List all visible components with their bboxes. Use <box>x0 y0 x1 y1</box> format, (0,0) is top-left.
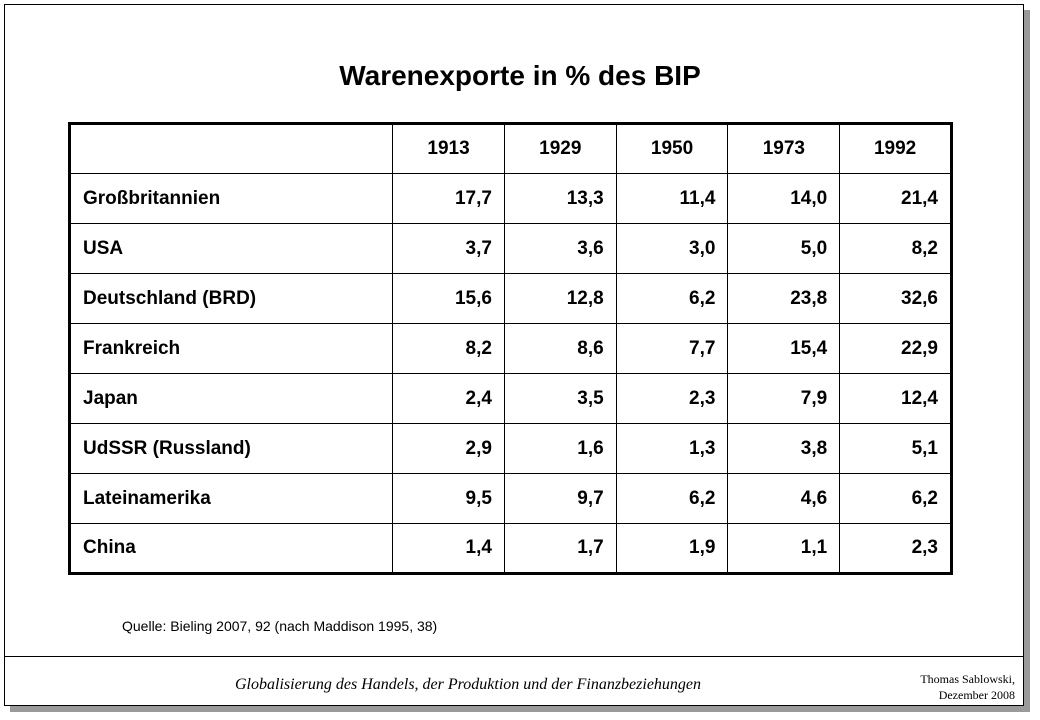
value-cell: 2,3 <box>615 373 729 424</box>
value-cell: 6,2 <box>615 273 729 324</box>
value-cell: 14,0 <box>727 173 841 224</box>
value-cell: 5,1 <box>839 423 952 474</box>
value-cell: 5,0 <box>727 223 841 274</box>
country-cell: Lateinamerika <box>68 473 394 524</box>
value-cell: 1,3 <box>615 423 729 474</box>
value-cell: 12,8 <box>503 273 617 324</box>
footer-date: Dezember 2008 <box>938 688 1015 702</box>
country-cell: UdSSR (Russland) <box>68 423 394 474</box>
value-cell: 3,8 <box>727 423 841 474</box>
value-cell: 1,7 <box>503 523 617 574</box>
year-header: 1913 <box>392 123 505 174</box>
year-header: 1992 <box>839 123 952 174</box>
value-cell: 23,8 <box>727 273 841 324</box>
value-cell: 15,4 <box>727 323 841 374</box>
footer-divider <box>5 656 1023 657</box>
value-cell: 21,4 <box>839 173 952 224</box>
value-cell: 1,4 <box>392 523 505 574</box>
value-cell: 13,3 <box>503 173 617 224</box>
value-cell: 6,2 <box>615 473 729 524</box>
year-header: 1973 <box>727 123 841 174</box>
exports-table: 1913 1929 1950 1973 1992 Großbritannien 1… <box>68 122 953 575</box>
country-cell: China <box>68 523 394 574</box>
country-cell: USA <box>68 223 394 274</box>
value-cell: 4,6 <box>727 473 841 524</box>
country-cell: Frankreich <box>68 323 394 374</box>
slide-title: Warenexporte in % des BIP <box>339 60 701 91</box>
value-cell: 8,2 <box>392 323 505 374</box>
value-cell: 8,6 <box>503 323 617 374</box>
value-cell: 12,4 <box>839 373 952 424</box>
footer-author: Thomas Sablowski, <box>920 672 1015 686</box>
value-cell: 3,7 <box>392 223 505 274</box>
table-row: Deutschland (BRD) 15,6 12,8 6,2 23,8 32,6 <box>68 273 952 324</box>
footer-author-block: Thomas Sablowski, Dezember 2008 <box>920 671 1015 703</box>
value-cell: 15,6 <box>392 273 505 324</box>
country-cell: Deutschland (BRD) <box>68 273 394 324</box>
year-header: 1929 <box>503 123 617 174</box>
table-row: USA 3,7 3,6 3,0 5,0 8,2 <box>68 223 952 274</box>
value-cell: 8,2 <box>839 223 952 274</box>
value-cell: 3,0 <box>615 223 729 274</box>
value-cell: 1,9 <box>615 523 729 574</box>
country-cell: Japan <box>68 373 394 424</box>
source-note: Quelle: Bieling 2007, 92 (nach Maddison … <box>122 618 438 634</box>
value-cell: 3,6 <box>503 223 617 274</box>
value-cell: 1,6 <box>503 423 617 474</box>
table-row: Lateinamerika 9,5 9,7 6,2 4,6 6,2 <box>68 473 952 524</box>
year-header: 1950 <box>615 123 729 174</box>
table-row: China 1,4 1,7 1,9 1,1 2,3 <box>68 523 952 574</box>
value-cell: 3,5 <box>503 373 617 424</box>
value-cell: 17,7 <box>392 173 505 224</box>
table-row: Großbritannien 17,7 13,3 11,4 14,0 21,4 <box>68 173 952 224</box>
country-cell: Großbritannien <box>68 173 394 224</box>
table-row: UdSSR (Russland) 2,9 1,6 1,3 3,8 5,1 <box>68 423 952 474</box>
table-row: Japan 2,4 3,5 2,3 7,9 12,4 <box>68 373 952 424</box>
value-cell: 2,3 <box>839 523 952 574</box>
table-header-row: 1913 1929 1950 1973 1992 <box>68 123 952 174</box>
value-cell: 6,2 <box>839 473 952 524</box>
value-cell: 7,7 <box>615 323 729 374</box>
value-cell: 1,1 <box>727 523 841 574</box>
value-cell: 9,7 <box>503 473 617 524</box>
value-cell: 2,9 <box>392 423 505 474</box>
value-cell: 9,5 <box>392 473 505 524</box>
table-row: Frankreich 8,2 8,6 7,7 15,4 22,9 <box>68 323 952 374</box>
header-empty-cell <box>68 123 394 174</box>
table-body: Großbritannien 17,7 13,3 11,4 14,0 21,4 USA 3,7… <box>68 173 952 574</box>
value-cell: 7,9 <box>727 373 841 424</box>
footer-title: Globalisierung des Handels, der Produkti… <box>235 676 702 693</box>
value-cell: 2,4 <box>392 373 505 424</box>
value-cell: 32,6 <box>839 273 952 324</box>
value-cell: 11,4 <box>615 173 729 224</box>
value-cell: 22,9 <box>839 323 952 374</box>
slide: Warenexporte in % des BIP 1913 1929 1950… <box>4 4 1024 706</box>
